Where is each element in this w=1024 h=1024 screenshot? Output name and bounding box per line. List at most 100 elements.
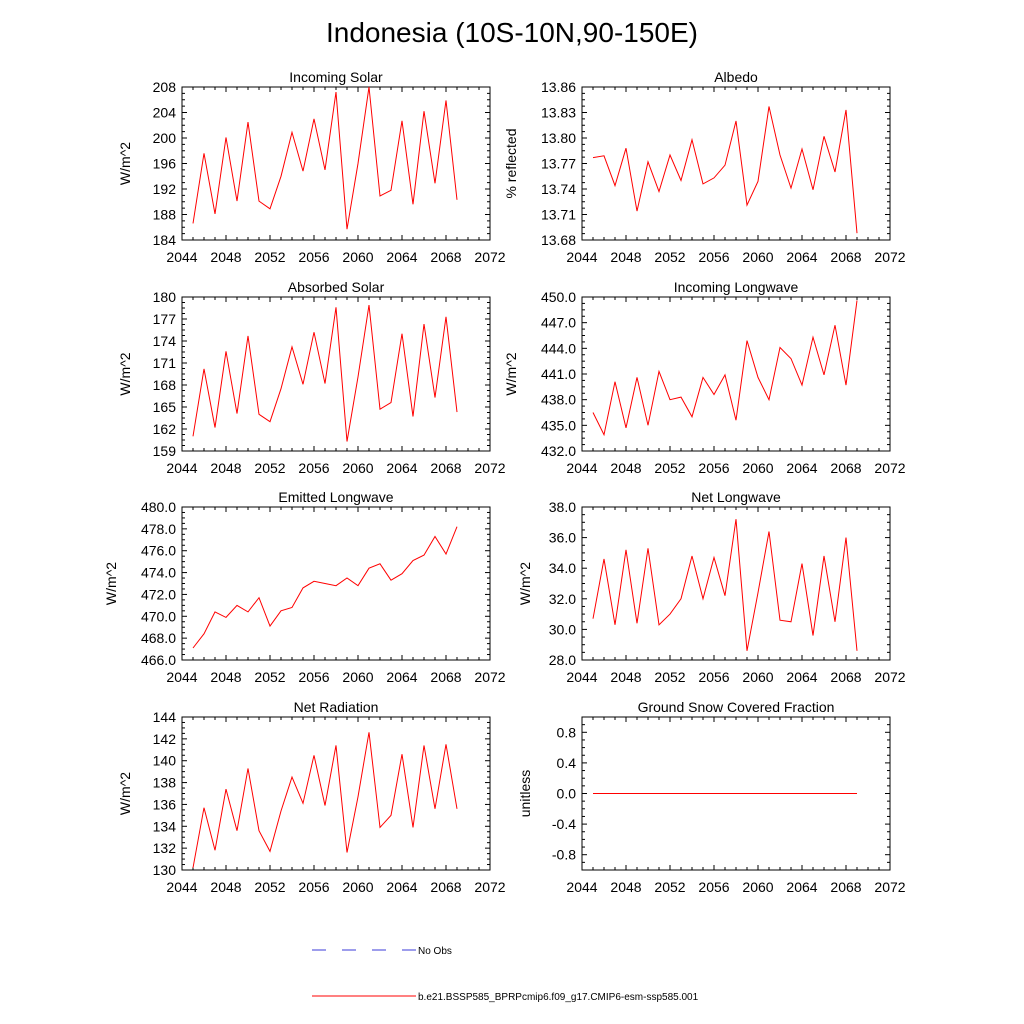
- y-tick-label: 13.71: [541, 207, 576, 223]
- y-tick-label: 13.86: [541, 79, 576, 95]
- x-tick-label: 2044: [166, 460, 197, 476]
- x-tick-label: 2068: [830, 879, 861, 895]
- y-axis-label: W/m^2: [117, 142, 133, 185]
- x-tick-label: 2048: [610, 249, 641, 265]
- y-tick-label: 208: [153, 79, 177, 95]
- y-tick-label: -0.4: [552, 816, 576, 832]
- x-tick-label: 2056: [698, 460, 729, 476]
- x-tick-label: 2064: [386, 669, 417, 685]
- y-tick-label: 474.0: [141, 565, 176, 581]
- panel-title: Incoming Longwave: [674, 279, 799, 295]
- y-tick-label: 184: [153, 232, 177, 248]
- y-tick-label: 468.0: [141, 630, 176, 646]
- x-tick-label: 2044: [166, 249, 197, 265]
- x-tick-label: 2068: [430, 249, 461, 265]
- y-tick-label: 168: [153, 377, 177, 393]
- x-tick-label: 2060: [342, 460, 373, 476]
- x-tick-label: 2064: [386, 879, 417, 895]
- y-tick-label: 0.4: [557, 755, 577, 771]
- series-line: [592, 106, 858, 234]
- x-tick-label: 2044: [166, 669, 197, 685]
- y-tick-label: 447.0: [541, 315, 576, 331]
- x-tick-label: 2072: [874, 249, 905, 265]
- y-tick-label: 192: [153, 181, 177, 197]
- x-tick-label: 2044: [166, 879, 197, 895]
- x-tick-label: 2064: [386, 249, 417, 265]
- x-tick-label: 2052: [254, 879, 285, 895]
- x-tick-label: 2048: [210, 249, 241, 265]
- y-tick-label: 470.0: [141, 608, 176, 624]
- y-tick-label: 196: [153, 156, 177, 172]
- plot-frame: [581, 506, 891, 661]
- x-tick-label: 2052: [654, 669, 685, 685]
- series-line: [192, 526, 458, 649]
- series-line: [192, 732, 458, 868]
- x-tick-label: 2072: [874, 460, 905, 476]
- x-tick-label: 2068: [430, 669, 461, 685]
- chart-panel: 2044 2048 2052 2056 2060 2064 2068 2072 13.68 13.…: [503, 69, 906, 265]
- y-tick-label: 32.0: [549, 591, 576, 607]
- y-tick-label: 138: [153, 775, 177, 791]
- series-line: [592, 519, 858, 651]
- y-tick-label: 0.8: [557, 724, 577, 740]
- x-tick-label: 2056: [298, 460, 329, 476]
- y-tick-label: 200: [153, 130, 177, 146]
- panel-title: Absorbed Solar: [288, 279, 385, 295]
- x-tick-label: 2052: [654, 249, 685, 265]
- chart-panel: 2044 2048 2052 2056 2060 2064 2068 2072 130 132 13…: [117, 699, 506, 895]
- y-tick-label: 480.0: [141, 499, 176, 515]
- chart-panel: 2044 2048 2052 2056 2060 2064 2068 2072 466.0 468…: [103, 489, 506, 685]
- y-tick-label: 432.0: [541, 443, 576, 459]
- y-tick-label: 13.80: [541, 130, 576, 146]
- y-tick-label: 13.68: [541, 232, 576, 248]
- x-tick-label: 2072: [474, 669, 505, 685]
- y-tick-label: 159: [153, 443, 177, 459]
- y-tick-label: 444.0: [541, 340, 576, 356]
- panel-title: Incoming Solar: [289, 69, 383, 85]
- y-tick-label: 34.0: [549, 560, 576, 576]
- x-tick-label: 2060: [742, 669, 773, 685]
- plot-frame: [181, 86, 491, 241]
- y-tick-label: 435.0: [541, 417, 576, 433]
- y-tick-label: 476.0: [141, 543, 176, 559]
- x-tick-label: 2068: [430, 879, 461, 895]
- panel-title: Emitted Longwave: [278, 489, 393, 505]
- x-tick-label: 2060: [342, 879, 373, 895]
- y-tick-label: 180: [153, 289, 177, 305]
- x-tick-label: 2056: [698, 249, 729, 265]
- plot-frame: [181, 506, 491, 661]
- y-tick-label: 171: [153, 355, 177, 371]
- y-tick-label: 188: [153, 207, 177, 223]
- y-tick-label: -0.8: [552, 847, 576, 863]
- x-tick-label: 2048: [210, 460, 241, 476]
- x-tick-label: 2048: [210, 669, 241, 685]
- y-tick-label: 466.0: [141, 652, 176, 668]
- chart-panel: 2044 2048 2052 2056 2060 2064 2068 2072 432.0 435…: [503, 279, 906, 476]
- x-tick-label: 2060: [742, 249, 773, 265]
- chart-panel: 2044 2048 2052 2056 2060 2064 2068 2072 159 162 16…: [117, 279, 506, 476]
- x-tick-label: 2052: [654, 879, 685, 895]
- y-axis-label: W/m^2: [503, 352, 519, 395]
- y-tick-label: 0.0: [557, 786, 577, 802]
- y-axis-label: W/m^2: [517, 562, 533, 605]
- x-tick-label: 2060: [342, 249, 373, 265]
- x-tick-label: 2052: [254, 460, 285, 476]
- y-tick-label: 132: [153, 840, 177, 856]
- panel-title: Ground Snow Covered Fraction: [638, 699, 835, 715]
- x-tick-label: 2068: [430, 460, 461, 476]
- x-tick-label: 2056: [298, 669, 329, 685]
- x-tick-label: 2060: [342, 669, 373, 685]
- x-tick-label: 2064: [786, 460, 817, 476]
- x-tick-label: 2056: [698, 879, 729, 895]
- y-tick-label: 204: [153, 105, 177, 121]
- x-tick-label: 2052: [254, 669, 285, 685]
- x-tick-label: 2068: [830, 669, 861, 685]
- y-tick-label: 478.0: [141, 521, 176, 537]
- y-tick-label: 36.0: [549, 530, 576, 546]
- chart-panel: 2044 2048 2052 2056 2060 2064 2068 2072 184 188 19…: [117, 69, 506, 265]
- series-line: [192, 305, 458, 442]
- y-tick-label: 144: [153, 709, 177, 725]
- y-tick-label: 140: [153, 753, 177, 769]
- x-tick-label: 2048: [610, 460, 641, 476]
- legend: No Obs b.e21.BSSP585_BPRPcmip6.f09_g17.C…: [312, 946, 699, 1003]
